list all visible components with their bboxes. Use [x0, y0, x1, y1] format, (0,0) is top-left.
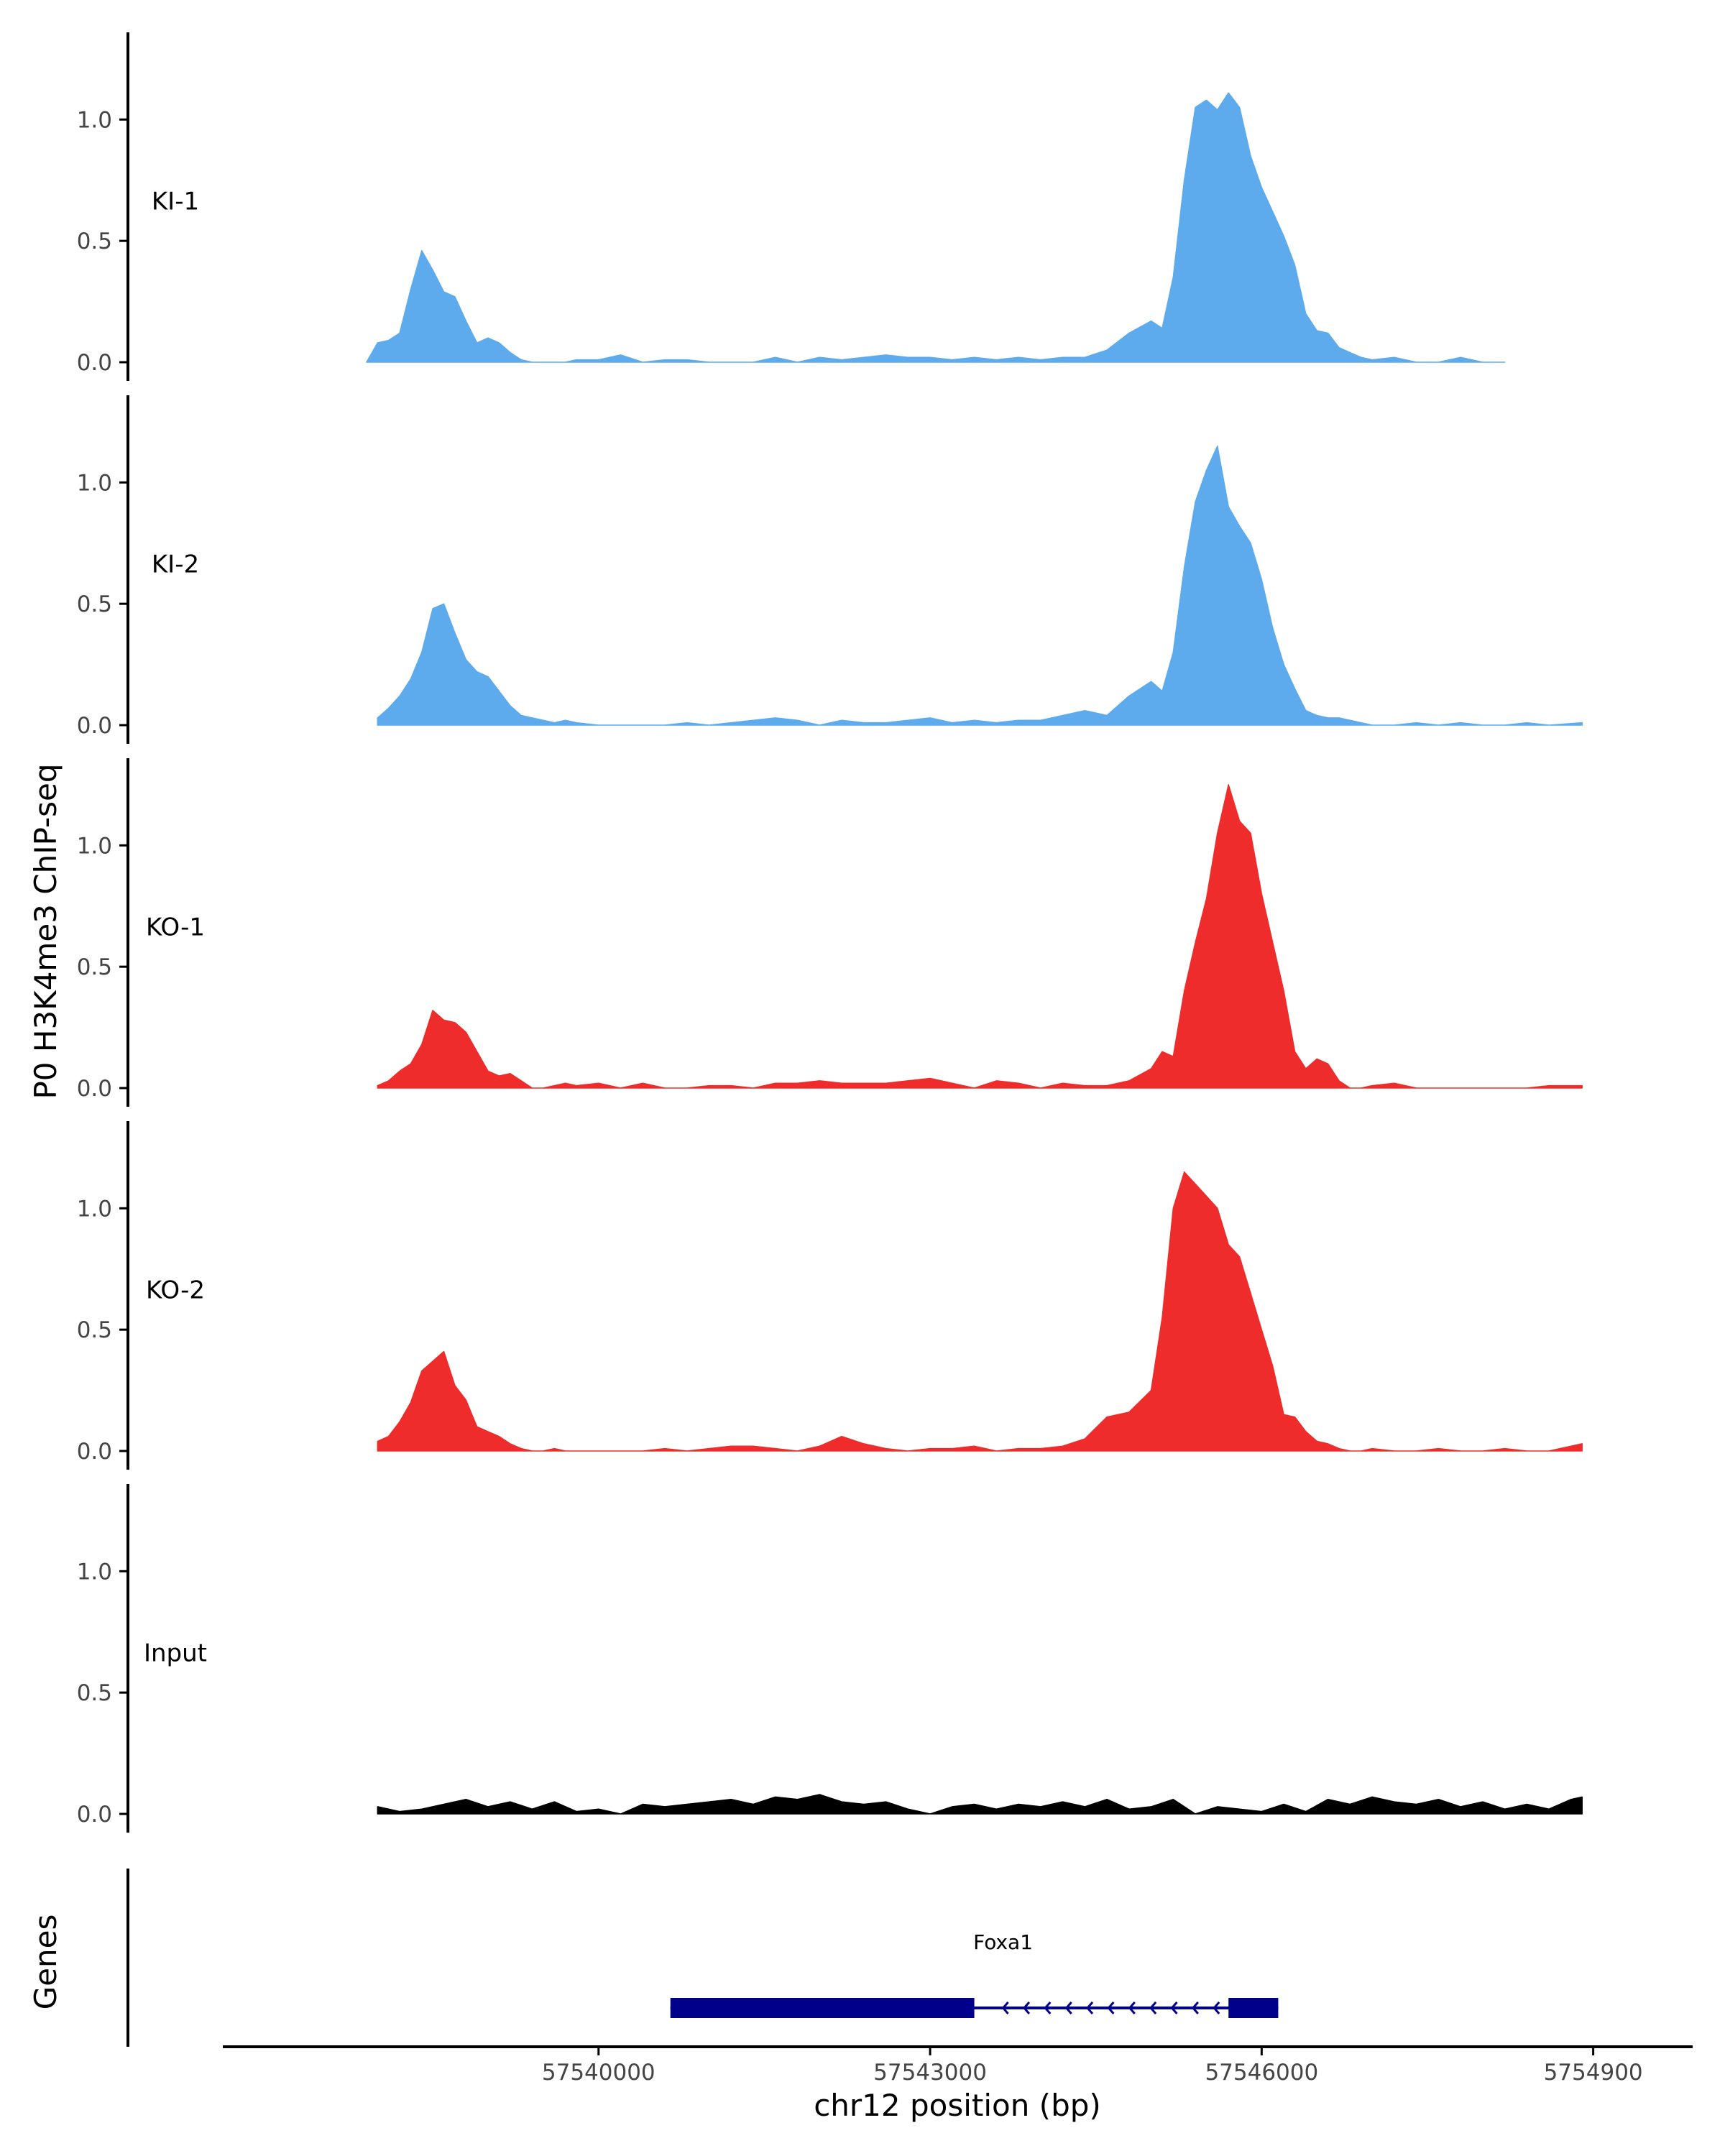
strand-arrow [1044, 2001, 1052, 2014]
x-tick-label: 57546000 [1205, 2060, 1318, 2086]
genes-axis-title: Genes [28, 1915, 63, 2010]
strand-arrow [1001, 2001, 1009, 2014]
y-tick-label: 0.0 [77, 350, 112, 376]
x-tick-label: 57543000 [873, 2060, 987, 2086]
y-tick-label: 0.0 [77, 1802, 112, 1828]
coverage-area [377, 1171, 1583, 1452]
gene-exon [1228, 1998, 1279, 2018]
track-label: KI-2 [152, 550, 199, 579]
x-tick-label: 5754900 [1544, 2060, 1643, 2086]
x-axis-title: chr12 position (bp) [814, 2088, 1101, 2123]
y-tick-label: 1.0 [77, 1196, 112, 1222]
y-tick-label: 0.5 [77, 1680, 112, 1706]
strand-arrow [1149, 2001, 1157, 2014]
track-label: KO-2 [146, 1276, 205, 1304]
gene-exon [670, 1998, 975, 2018]
y-tick-label: 1.0 [77, 833, 112, 859]
track-input: 0.0 0.5 1.0 Input [77, 1484, 1583, 1833]
y-tick-label: 0.5 [77, 954, 112, 980]
track-ko-2: 0.0 0.5 1.0 KO-2 [77, 1121, 1583, 1470]
y-tick-label: 0.5 [77, 1317, 112, 1343]
track-ki-1: 0.0 0.5 1.0 KI-1 [77, 32, 1506, 381]
y-tick-label: 0.0 [77, 1439, 112, 1465]
strand-arrow [1107, 2001, 1115, 2014]
track-label: KI-1 [152, 187, 199, 216]
strand-arrow [1213, 2001, 1220, 2014]
coverage-area [366, 92, 1506, 363]
strand-arrow [1170, 2001, 1178, 2014]
track-label: Input [144, 1639, 207, 1667]
strand-arrow [1128, 2001, 1136, 2014]
strand-arrow [1086, 2001, 1094, 2014]
genes-panel: Foxa1 [126, 1869, 1279, 2047]
track-ki-2: 0.0 0.5 1.0 KI-2 [77, 395, 1583, 744]
y-tick-label: 0.5 [77, 229, 112, 254]
coverage-area [377, 1794, 1583, 1815]
y-axis-title: P0 H3K4me3 ChIP-seq [28, 763, 63, 1099]
y-tick-label: 1.0 [77, 470, 112, 496]
y-tick-label: 1.0 [77, 107, 112, 133]
y-tick-label: 1.0 [77, 1559, 112, 1585]
tracks-group: 0.00.51.0KI-10.00.51.0KI-20.00.51.0KO-10… [77, 32, 1583, 1833]
coverage-area [377, 445, 1583, 726]
strand-arrow [1022, 2001, 1031, 2014]
strand-arrow [1191, 2001, 1199, 2014]
coverage-area [377, 784, 1583, 1089]
track-label: KO-1 [146, 913, 205, 941]
y-tick-label: 0.0 [77, 1076, 112, 1102]
x-axis: 57540000 57543000 57546000 5754900 [223, 2045, 1693, 2086]
gene-label: Foxa1 [973, 1930, 1033, 1954]
y-tick-label: 0.0 [77, 713, 112, 739]
strand-arrow [1064, 2001, 1072, 2014]
track-ko-1: 0.0 0.5 1.0 KO-1 [77, 758, 1583, 1107]
x-tick-label: 57540000 [542, 2060, 656, 2086]
y-tick-label: 0.5 [77, 591, 112, 617]
